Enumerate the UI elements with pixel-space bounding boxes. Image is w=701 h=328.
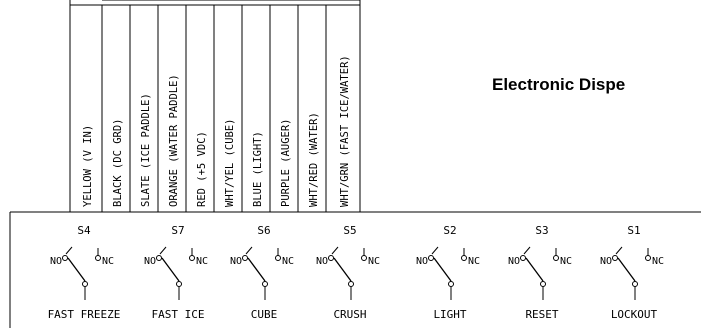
no-terminal [156,255,162,261]
wire-label: RED (+5 VDC) [196,131,208,207]
switch-name: FAST ICE [152,308,205,321]
switch-s3: S3 NO NC RESET [508,224,572,321]
wire-label: WHT/YEL (CUBE) [224,118,236,207]
switch-nc-label: NC [102,256,114,267]
no-terminal [612,255,618,261]
nc-terminal [95,255,101,261]
switch-nc-label: NC [560,256,572,267]
switch-code: S7 [171,224,184,237]
switch-name: LIGHT [433,308,466,321]
nc-terminal [361,255,367,261]
switch-nc-label: NC [368,256,380,267]
switch-panel [9,211,701,328]
switch-name: RESET [525,308,558,321]
switch-no-label: NO [600,256,612,267]
no-contact [331,246,339,255]
switch-nc-label: NC [196,256,208,267]
wire-labels: YELLOW (V IN) BLACK (DC GRD) SLATE (ICE PA… [82,55,351,207]
wire-label: BLACK (DC GRD) [112,118,124,207]
switch-arm [525,257,544,282]
wire-label: WHT/RED (WATER) [308,112,320,207]
switch-group: S4 NO NC FAST FREEZE S7 NO NC FAST ICE S6 NO NC CUB… [48,224,664,321]
switch-s4: S4 NO NC FAST FREEZE [48,224,121,321]
nc-terminal [553,255,559,261]
no-contact [431,246,439,255]
no-terminal [62,255,68,261]
nc-terminal [189,255,195,261]
switch-arm [67,257,86,282]
switch-name: LOCKOUT [611,308,658,321]
no-contact [615,246,623,255]
switch-nc-label: NC [282,256,294,267]
common-terminal [82,281,88,287]
switch-arm [333,257,352,282]
switch-nc-label: NC [468,256,480,267]
switch-s5: S5 NO NC CRUSH [316,224,380,321]
wire-label: ORANGE (WATER PADDLE) [168,74,180,207]
no-terminal [328,255,334,261]
common-terminal [632,281,638,287]
switch-s6: S6 NO NC CUBE [230,224,294,321]
switch-nc-label: NC [652,256,664,267]
switch-no-label: NO [316,256,328,267]
switch-code: S5 [343,224,356,237]
wire-label: YELLOW (V IN) [82,125,94,207]
wire-label: WHT/GRN (FAST ICE/WATER) [339,55,351,207]
common-terminal [176,281,182,287]
switch-s2: S2 NO NC LIGHT [416,224,480,321]
switch-no-label: NO [144,256,156,267]
switch-no-label: NO [508,256,520,267]
common-terminal [262,281,268,287]
switch-arm [161,257,180,282]
wire-connector [69,0,361,212]
switch-name: CRUSH [333,308,366,321]
switch-s1: S1 NO NC LOCKOUT [600,224,664,321]
switch-code: S6 [257,224,270,237]
common-terminal [540,281,546,287]
switch-arm [247,257,266,282]
switch-code: S2 [443,224,456,237]
switch-name: CUBE [251,308,278,321]
common-terminal [448,281,454,287]
switch-no-label: NO [230,256,242,267]
no-contact [245,246,253,255]
switch-code: S3 [535,224,548,237]
switch-no-label: NO [50,256,62,267]
no-contact [159,246,167,255]
no-terminal [428,255,434,261]
diagram-title: Electronic Dispe [492,75,625,94]
wire-label: PURPLE (AUGER) [280,118,292,207]
no-contact [65,246,73,255]
switch-name: FAST FREEZE [48,308,121,321]
no-terminal [242,255,248,261]
nc-terminal [645,255,651,261]
switch-code: S1 [627,224,640,237]
nc-terminal [275,255,281,261]
switch-arm [617,257,636,282]
no-terminal [520,255,526,261]
switch-no-label: NO [416,256,428,267]
switch-s7: S7 NO NC FAST ICE [144,224,208,321]
switch-arm [433,257,452,282]
wire-label: BLUE (LIGHT) [252,131,264,207]
common-terminal [348,281,354,287]
nc-terminal [461,255,467,261]
wire-label: SLATE (ICE PADDLE) [140,93,152,207]
no-contact [523,246,531,255]
switch-code: S4 [77,224,91,237]
